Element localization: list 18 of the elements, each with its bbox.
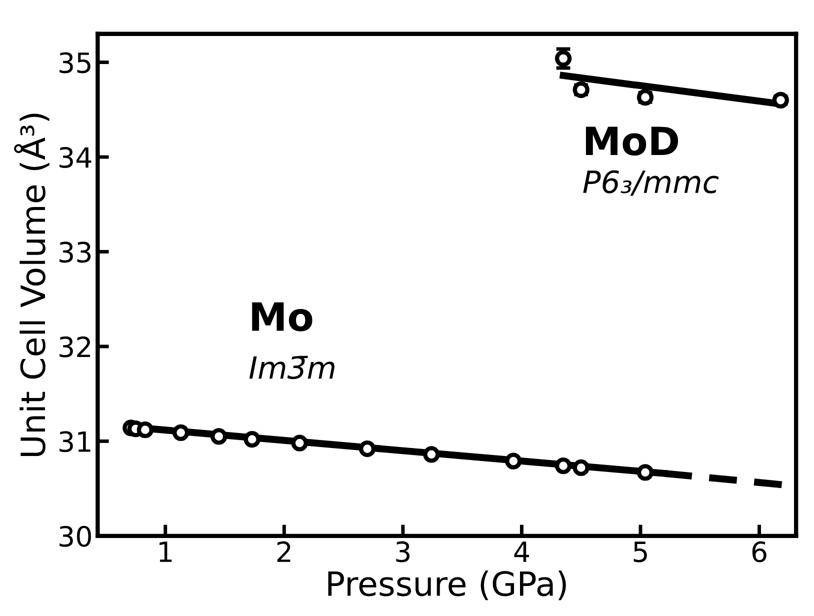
x-tick-label: 2: [277, 541, 290, 562]
y-tick-label: 32: [60, 336, 90, 358]
x-tick-label: 4: [514, 542, 529, 562]
annotation: MoD: [586, 126, 678, 156]
x-axis-title: Pressure (GPa): [328, 570, 566, 600]
y-tick-label: 31: [60, 431, 90, 452]
y-tick-label: 30: [60, 526, 91, 547]
x-tick-label: 5: [634, 542, 647, 562]
y-tick-label: 35: [60, 52, 90, 74]
x-tick-label: 3: [396, 541, 410, 562]
x-tick-label: 6: [752, 541, 766, 562]
y-tick-label: 33: [60, 242, 91, 263]
y-axis-title: Unit Cell Volume (Å³): [14, 114, 50, 456]
annotation: Mo: [252, 302, 312, 332]
x-tick-label: 1: [160, 542, 172, 562]
annotation: P6₃/mmc: [583, 170, 719, 196]
y-tick-label: 34: [60, 146, 92, 168]
annotation: Im3̄m: [249, 356, 334, 380]
